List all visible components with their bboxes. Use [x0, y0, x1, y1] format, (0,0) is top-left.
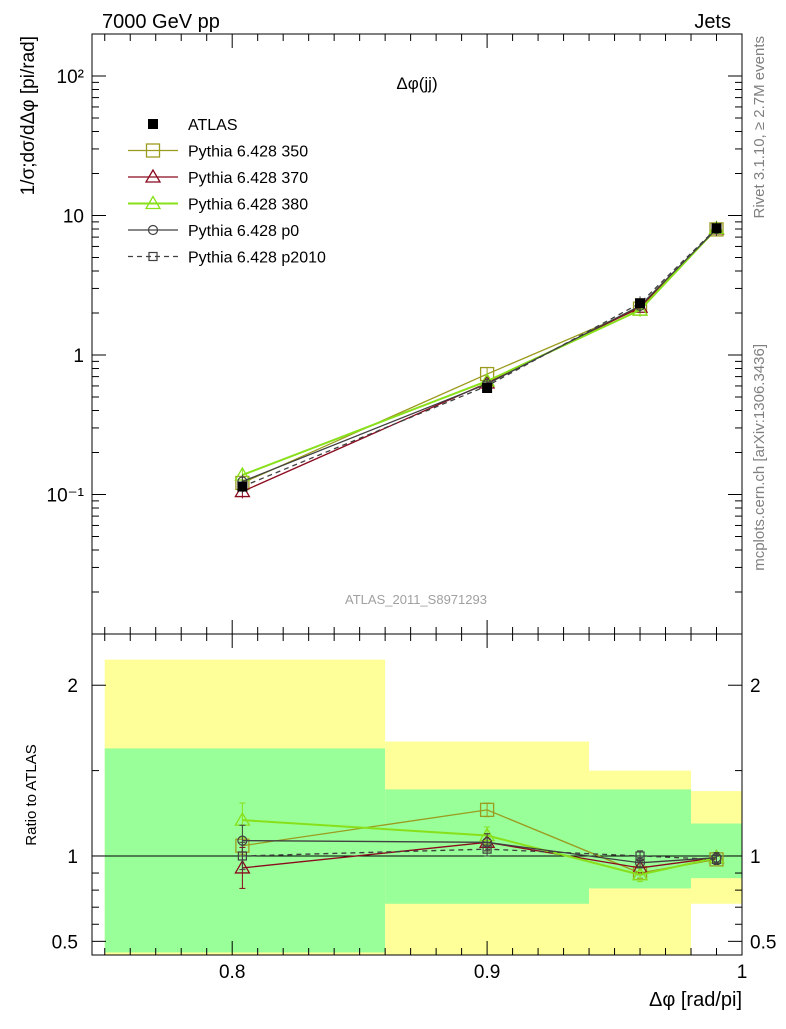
mcplots-reference-label: mcplots.cern.ch [arXiv:1306.3436]: [751, 344, 768, 571]
ratio-y-tick-label-right: 1: [750, 847, 761, 868]
legend-label: Pythia 6.428 380: [188, 197, 308, 214]
legend-marker: [148, 251, 158, 262]
ratio-y-tick-label-right: 2: [750, 676, 761, 697]
x-tick-label: 1: [737, 962, 748, 983]
ratio-series-point: [234, 859, 251, 874]
ratio-series-line: [242, 848, 717, 861]
ratio-series-group: [234, 802, 725, 889]
legend-entry-pythia-6-428-370: Pythia 6.428 370: [128, 168, 308, 187]
main-data-atlas: [237, 223, 722, 492]
legend-entry-pythia-6-428-350: Pythia 6.428 350: [128, 143, 308, 161]
legend-marker: [144, 168, 162, 183]
x-tick-label: 0.8: [219, 962, 245, 983]
ratio-y-tick-label-left: 0.5: [52, 932, 78, 953]
ratio-y-tick-label-right: 0.5: [750, 932, 776, 953]
atlas-data-point: [635, 298, 646, 309]
legend-marker: [145, 143, 161, 158]
ratio-axis-ticks: 0.5 0.51 12 20.8 0.9 1: [52, 634, 776, 983]
main-series-line: [242, 228, 717, 493]
atlas-data-point: [237, 481, 248, 492]
x-axis-label: Δφ [rad/pi]: [649, 989, 742, 1011]
rivet-version-label: Rivet 3.1.10, ≥ 2.7M events: [751, 36, 768, 219]
header-left: 7000 GeV pp: [102, 11, 220, 33]
legend-marker: [144, 195, 162, 210]
ratio-series-point: [631, 866, 649, 881]
main-series-line: [242, 228, 717, 483]
ratio-uncertainty-bands: [104, 659, 742, 955]
main-y-tick-label: 1: [73, 346, 84, 367]
main-series-line: [242, 228, 717, 484]
ratio-series-point: [237, 851, 247, 861]
main-series-line: [242, 227, 717, 488]
ratio-plot-frame: [91, 633, 743, 956]
legend-marker: [147, 224, 159, 236]
legend-label: ATLAS: [188, 117, 238, 134]
legend-label: Pythia 6.428 p2010: [188, 250, 326, 267]
legend-entry-pythia-6-428-380: Pythia 6.428 380: [128, 195, 308, 214]
main-series-group: [234, 220, 725, 499]
atlas-data-point: [711, 223, 722, 234]
legend-label: Pythia 6.428 370: [188, 170, 308, 187]
ratio-y-axis-label: Ratio to ATLAS: [23, 744, 40, 845]
ratio-series-point: [482, 844, 492, 854]
ratio-series-pythia-6-428-p2010: [237, 841, 722, 871]
legend-label: Pythia 6.428 p0: [188, 223, 299, 240]
legend-label: Pythia 6.428 350: [188, 144, 308, 161]
main-axis-ticks: 10⁻¹ 1 10 10²: [47, 33, 743, 635]
main-y-tick-label: 10⁻¹: [47, 485, 85, 506]
ratio-series-line: [242, 819, 717, 876]
analysis-id-label: ATLAS_2011_S8971293: [345, 592, 487, 607]
legend-entry-pythia-6-428-p2010: Pythia 6.428 p2010: [128, 250, 326, 267]
legend: ATLAS Pythia 6.428 350 Pythia 6.428 370 Pyt…: [128, 117, 326, 267]
main-y-tick-label: 10: [63, 206, 84, 227]
legend-entry-atlas: ATLAS: [148, 117, 238, 134]
legend-marker: [148, 119, 158, 129]
x-tick-label: 0.9: [474, 962, 500, 983]
ratio-series-point: [479, 802, 495, 818]
legend-entry-pythia-6-428-p0: Pythia 6.428 p0: [128, 223, 299, 240]
ratio-band-green-0: [104, 748, 386, 953]
ratio-y-tick-label-left: 1: [67, 847, 78, 868]
atlas-data-point: [482, 382, 493, 393]
main-y-axis-label: 1/σ;dσ/dΔφ [pi/rad]: [18, 36, 39, 195]
ratio-series-point: [635, 851, 645, 861]
ratio-series-point: [711, 854, 722, 864]
main-plot-title: Δφ(jj): [396, 74, 437, 93]
ratio-series-line: [242, 839, 717, 864]
header-right: Jets: [694, 11, 731, 33]
main-y-tick-label: 10²: [57, 67, 84, 88]
ratio-y-tick-label-left: 2: [67, 676, 78, 697]
